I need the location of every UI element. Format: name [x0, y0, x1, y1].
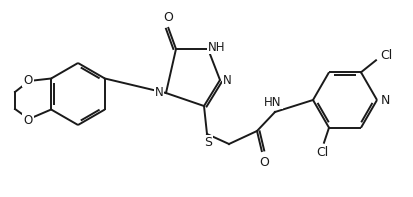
Text: Cl: Cl — [379, 49, 391, 62]
Text: HN: HN — [263, 96, 281, 109]
Text: N: N — [154, 86, 163, 99]
Text: O: O — [23, 73, 33, 86]
Text: Cl: Cl — [315, 146, 328, 159]
Text: NH: NH — [208, 41, 225, 54]
Text: N: N — [222, 73, 231, 86]
Text: S: S — [204, 136, 211, 149]
Text: O: O — [23, 113, 33, 126]
Text: O: O — [163, 10, 173, 23]
Text: O: O — [259, 155, 268, 168]
Text: N: N — [380, 94, 389, 107]
